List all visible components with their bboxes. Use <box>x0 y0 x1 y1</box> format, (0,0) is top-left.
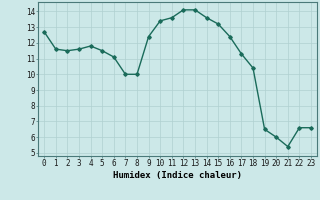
X-axis label: Humidex (Indice chaleur): Humidex (Indice chaleur) <box>113 171 242 180</box>
